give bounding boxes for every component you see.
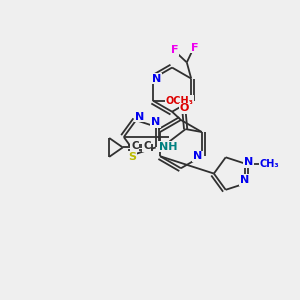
Text: C: C <box>131 141 139 151</box>
Text: N: N <box>151 117 160 127</box>
Text: N: N <box>193 151 202 161</box>
Text: OCH₃: OCH₃ <box>166 96 194 106</box>
Text: F: F <box>191 43 198 53</box>
Text: N: N <box>135 112 144 122</box>
Text: C: C <box>143 141 151 151</box>
Text: CH₃: CH₃ <box>260 158 279 169</box>
Text: S: S <box>128 152 136 162</box>
Text: O: O <box>179 103 189 113</box>
Text: F: F <box>171 45 179 55</box>
Text: NH: NH <box>159 142 177 152</box>
Text: N: N <box>240 175 249 185</box>
Text: N: N <box>152 74 161 84</box>
Text: N: N <box>244 157 253 167</box>
